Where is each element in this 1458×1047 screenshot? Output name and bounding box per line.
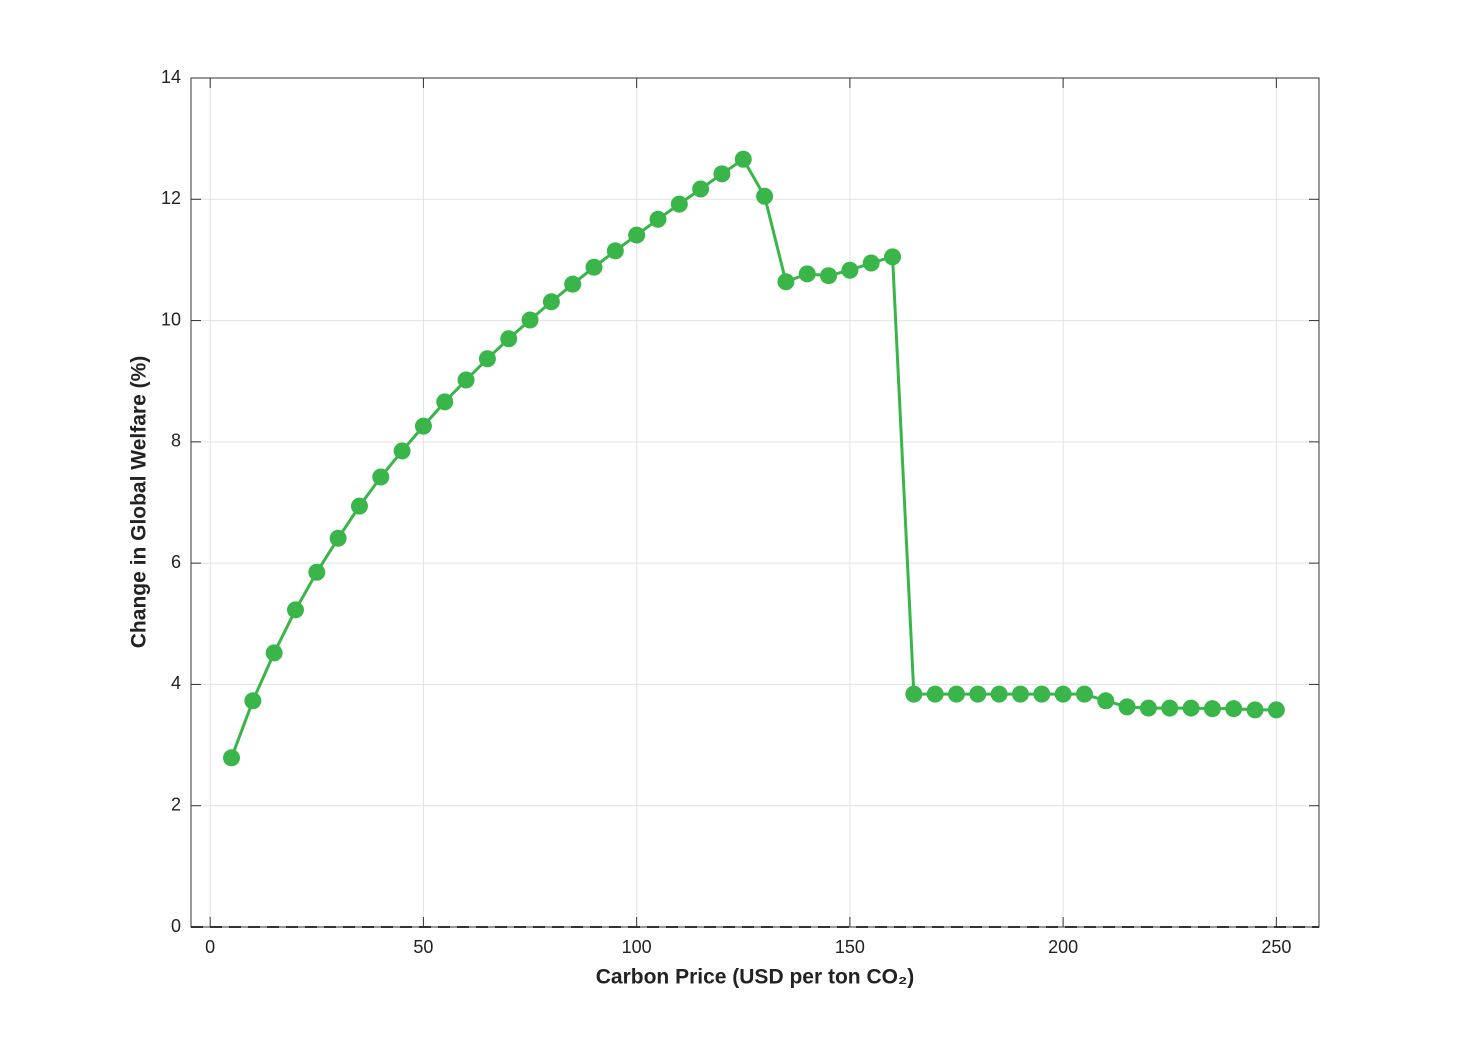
data-point [969,685,987,703]
data-point [1182,699,1200,717]
data-point [884,248,902,266]
data-point [926,685,944,703]
x-tick-label: 100 [622,937,652,957]
data-point [841,261,859,279]
y-tick-label: 12 [161,188,181,208]
data-point [798,265,816,283]
data-point [436,393,454,411]
data-point [990,685,1008,703]
data-point [521,311,539,329]
data-point [542,293,560,311]
data-point [1011,685,1029,703]
data-point [734,150,752,168]
data-point [457,371,475,389]
data-point [1225,700,1243,718]
data-point [862,254,880,272]
data-point [393,442,411,460]
data-point [1161,699,1179,717]
data-point [713,165,731,183]
data-point [1054,685,1072,703]
data-point [1033,685,1051,703]
data-point [649,210,667,228]
data-point [329,529,347,547]
data-point [478,350,496,368]
x-tick-label: 200 [1048,937,1078,957]
data-point [265,644,283,662]
data-point [1203,700,1221,718]
y-tick-label: 2 [171,794,181,814]
data-point [820,267,838,285]
data-point [564,275,582,293]
data-point [350,497,368,515]
data-point [1246,701,1264,719]
data-point [372,468,390,486]
data-point [244,692,262,710]
data-point [1097,692,1115,710]
x-tick-label: 150 [835,937,865,957]
data-point [1118,698,1136,716]
y-axis-label: Change in Global Welfare (%) [128,356,151,648]
data-point [585,258,603,276]
data-point [414,417,432,435]
data-point [223,749,241,767]
data-point [948,685,966,703]
x-tick-label: 0 [205,937,215,957]
data-point [756,187,774,205]
plot-frame [190,77,1320,928]
data-point [500,330,518,348]
data-point [1267,701,1285,719]
data-point [308,563,326,581]
y-tick-label: 4 [171,673,181,693]
y-tick-label: 0 [171,916,181,936]
data-point [670,195,688,213]
y-tick-label: 10 [161,309,181,329]
data-point [286,601,304,619]
x-tick-label: 250 [1261,937,1291,957]
x-axis-label: Carbon Price (USD per ton CO₂) [596,966,915,989]
y-tick-label: 8 [171,431,181,451]
data-point [628,226,646,244]
y-tick-label: 6 [171,552,181,572]
data-point [1139,699,1157,717]
data-point [777,273,795,291]
x-tick-label: 50 [413,937,433,957]
data-point [606,242,624,260]
y-tick-label: 14 [161,67,181,87]
data-point [905,685,923,703]
data-point [692,180,710,198]
data-point [1075,685,1093,703]
